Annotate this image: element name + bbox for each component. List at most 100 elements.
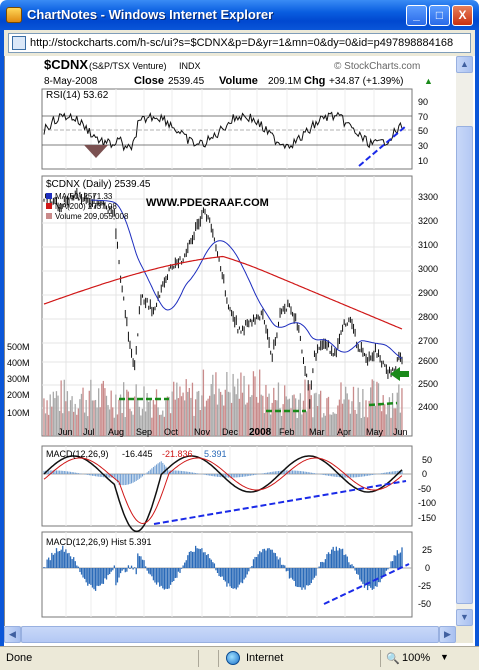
volume-bar: [227, 391, 230, 436]
volume-bar: [262, 395, 264, 436]
volume-bar: [229, 392, 231, 436]
volume-bar: [315, 392, 317, 436]
status-separator: [218, 650, 219, 667]
close-button[interactable]: X: [452, 5, 473, 26]
volume-bar: [237, 378, 239, 436]
volume-bar: [133, 396, 136, 436]
volume-bar: [338, 399, 341, 436]
vol-tick: 300M: [7, 374, 30, 384]
volume-bar: [248, 384, 250, 436]
volume-bar: [327, 396, 330, 436]
window-frame-left: [0, 56, 4, 646]
url-field[interactable]: http://stockcharts.com/h-sc/ui?s=$CDNX&p…: [8, 33, 471, 53]
volume-bar: [204, 406, 206, 436]
zone-text: Internet: [246, 652, 284, 664]
volume-bar: [65, 401, 67, 436]
volume-bar: [320, 390, 322, 436]
macd-hist-value: 5.391: [204, 449, 227, 459]
volume-bar: [80, 393, 83, 436]
volume-bar: [74, 403, 76, 436]
chg-arrow: ▲: [424, 76, 433, 86]
volume-bar: [330, 414, 333, 436]
volume-bar: [118, 399, 120, 436]
volume-bar: [141, 408, 144, 436]
annotations: [119, 125, 410, 605]
price-y-ticks: 3300 3200 3100 3000 2900 2800 2700 2600 …: [418, 192, 438, 412]
zoom-dropdown-icon[interactable]: ▼: [440, 652, 449, 662]
volume-bar: [180, 396, 183, 436]
volume-bar: [273, 387, 275, 436]
macd-panel: [41, 445, 413, 527]
month-label: Dec: [222, 427, 239, 437]
volume-bar: [268, 393, 270, 436]
volume-bar: [298, 399, 300, 436]
hist-tick: -25: [418, 581, 431, 591]
volume-bar: [391, 393, 394, 436]
volume-bar: [173, 381, 175, 436]
volume-bar: [243, 375, 245, 436]
volume-bar: [380, 411, 383, 436]
macd-histogram: [43, 545, 403, 591]
volume-bar: [188, 387, 190, 436]
price-tick: 2600: [418, 356, 438, 366]
rsi-series: [43, 111, 403, 158]
month-label: May: [366, 427, 384, 437]
window-title: ChartNotes - Windows Internet Explorer: [27, 7, 274, 22]
volume-bar: [263, 413, 266, 436]
rsi-label: RSI(14) 53.62: [46, 90, 109, 101]
volume-bar: [47, 414, 50, 436]
volume-bar: [249, 396, 251, 436]
url-text[interactable]: http://stockcharts.com/h-sc/ui?s=$CDNX&p…: [30, 37, 454, 49]
volume-bar: [152, 399, 155, 436]
volume-bar: [241, 392, 244, 436]
volume-bar: [363, 416, 366, 436]
scroll-up-arrow[interactable]: ▲: [456, 56, 473, 73]
volume-bar: [112, 407, 114, 436]
vol-tick: 200M: [7, 390, 30, 400]
status-bar: Done Internet 🔍 100% ▼: [0, 646, 479, 670]
volume-bar: [93, 400, 95, 436]
page-icon: [12, 36, 26, 50]
volume-bar: [126, 389, 128, 436]
horizontal-scrollbar[interactable]: ◀ ▶: [4, 626, 456, 643]
vertical-scrollbar[interactable]: ▲ ▼: [456, 56, 473, 626]
volume-bar: [373, 380, 375, 436]
month-label: Sep: [136, 427, 152, 437]
zoom-level[interactable]: 100%: [402, 652, 431, 664]
volume-bar: [293, 394, 295, 436]
scroll-corner: [456, 626, 473, 643]
volume-bar: [148, 401, 150, 436]
volume-bar: [252, 371, 255, 436]
scroll-left-arrow[interactable]: ◀: [4, 626, 21, 643]
volume-bar: [58, 410, 61, 436]
scroll-down-arrow[interactable]: ▼: [456, 609, 473, 626]
zoom-icon[interactable]: 🔍: [386, 653, 400, 665]
horizontal-scroll-thumb[interactable]: [21, 626, 439, 643]
macd-tick: 50: [422, 455, 432, 465]
macd-signal-value: -21.836: [162, 449, 193, 459]
rsi-ticks: 90 70 50 30 10: [418, 97, 428, 166]
volume-bar: [312, 417, 314, 436]
volume-bar: [355, 413, 358, 436]
volume-bar: [316, 406, 319, 436]
volume-bar: [341, 403, 344, 436]
scroll-right-arrow[interactable]: ▶: [439, 626, 456, 643]
volume-bar: [354, 409, 356, 436]
month-label: Apr: [337, 427, 351, 437]
minimize-button[interactable]: _: [406, 5, 427, 26]
close-label: Close: [134, 75, 164, 87]
volume-bar: [301, 414, 303, 436]
chg-label: Chg: [304, 75, 325, 87]
volume-bar: [382, 395, 384, 436]
rsi-tick-50: 50: [418, 126, 428, 136]
maximize-button[interactable]: □: [429, 5, 450, 26]
volume-legend: Volume 209,055,008: [55, 212, 129, 221]
vertical-scroll-thumb[interactable]: [456, 126, 473, 604]
volume-bar: [287, 399, 289, 436]
volume-bar: [357, 387, 359, 436]
volume-bar: [340, 382, 342, 436]
volume-bar: [235, 394, 237, 436]
ma50-label: MA(50) 2571.33: [55, 192, 113, 201]
hist-tick: 25: [422, 545, 432, 555]
grid-lines: [42, 89, 412, 617]
